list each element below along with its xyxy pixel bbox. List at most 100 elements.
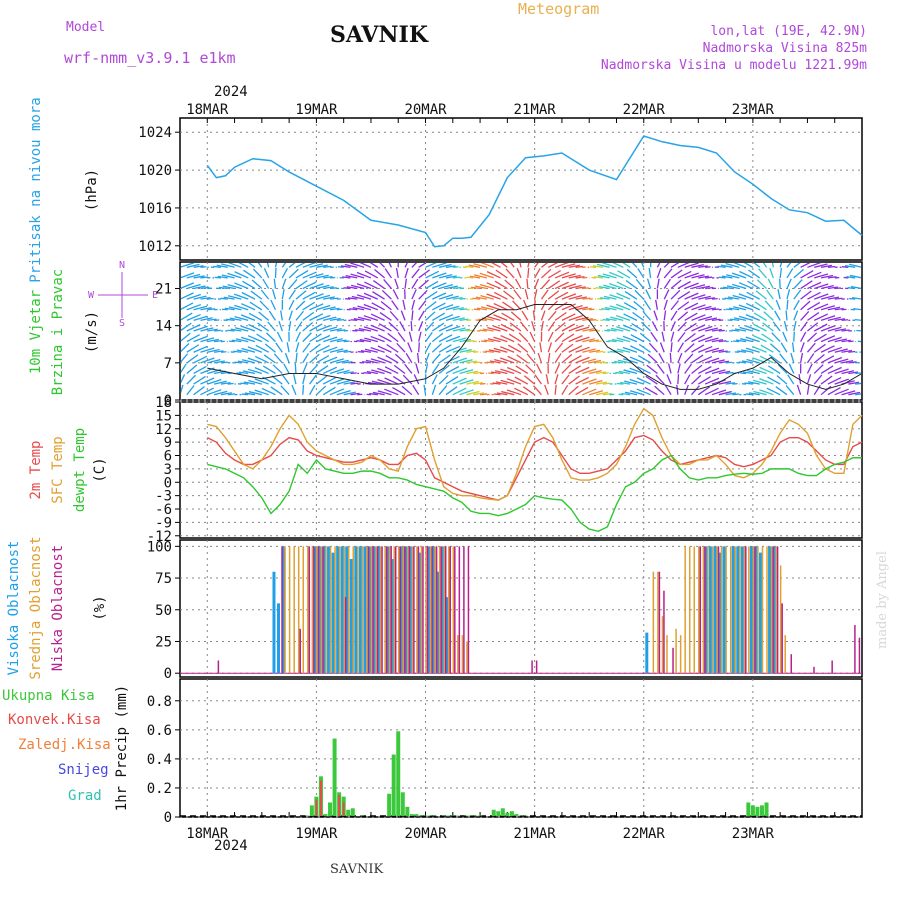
wind-barb-979: [691, 344, 705, 353]
wind-barb-1093: [744, 382, 753, 385]
wind-barb-1245: [827, 286, 838, 290]
wind-barb-903: [641, 321, 652, 332]
wind-barb-1307: [854, 318, 861, 321]
wind-barb-359: [352, 306, 365, 311]
wind-barb-12: [181, 263, 195, 268]
wind-barb-571: [465, 265, 474, 268]
wind-barb-847: [615, 371, 624, 375]
wind-barb-945: [670, 289, 681, 300]
year-top: 2024: [214, 84, 248, 100]
wind-barb-548: [466, 370, 479, 375]
wind-barb-143: [244, 392, 256, 396]
wind-barb-591: [479, 329, 487, 332]
precip-unit: 1hr Precip (mm): [114, 685, 130, 811]
wind-barb-249: [309, 364, 319, 374]
wind-barb-357: [354, 329, 365, 332]
wind-barb-1115: [747, 280, 761, 290]
wind-barb-958: [677, 291, 691, 300]
wind-barb-985: [691, 284, 706, 290]
wind-barb-1242: [827, 316, 841, 322]
wind-barb-149: [240, 325, 256, 332]
precip-bar-0-14: [396, 731, 401, 816]
wind-barb-747: [568, 325, 583, 332]
wind-barb-191: [271, 289, 277, 300]
wind-barb-497: [438, 354, 451, 364]
y-tick-label-2-6: 6: [164, 449, 172, 465]
wind-barb-9: [181, 292, 194, 300]
precip-bar-0-18: [414, 814, 419, 816]
wind-barb-965: [684, 353, 694, 364]
wind-barb-473: [424, 331, 433, 342]
wind-barb-640: [499, 357, 515, 364]
wind-barb-253: [309, 323, 323, 332]
wind-barb-234: [302, 384, 305, 395]
wind-barb-582: [470, 286, 481, 290]
wind-barb-661: [516, 267, 522, 279]
wind-barb-1179: [793, 289, 802, 300]
wind-barb-547: [466, 380, 479, 385]
wind-barb-1217: [814, 303, 829, 311]
wind-barb-998: [698, 285, 711, 290]
wind-barb-2: [181, 363, 187, 374]
wind-barb-615: [488, 349, 501, 353]
wind-barb-1233: [820, 274, 834, 279]
wind-barb-1204: [807, 301, 821, 311]
precip-bar-0-40: [750, 805, 755, 816]
y-tick-label-4-1: 0.2: [147, 781, 172, 797]
wind-barb-502: [438, 304, 454, 311]
wind-barb-709: [547, 310, 557, 321]
y-tick-label-1-2: 14: [155, 319, 172, 335]
wind-barb-939: [669, 352, 672, 363]
wind-barb-1183: [796, 384, 802, 395]
wind-barb-826: [602, 319, 610, 322]
wind-barb-99: [221, 308, 228, 311]
wind-barb-39: [200, 387, 214, 396]
wind-barb-562: [473, 361, 481, 364]
y-tick-label-1-0: 0: [164, 393, 172, 409]
wind-barb-771: [582, 348, 596, 353]
x-tick-label-bottom-1: 19MAR: [295, 826, 338, 842]
wind-barb-927: [659, 342, 665, 353]
wind-barb-402: [379, 263, 386, 268]
wind-barb-616: [487, 338, 501, 343]
wind-barb-766: [575, 265, 584, 268]
wind-barb-1017: [711, 359, 725, 364]
wind-barb-1012: [705, 276, 713, 279]
wind-barb-285: [323, 265, 332, 268]
wind-barb-459: [418, 342, 420, 353]
wind-barb-1: [181, 374, 186, 384]
wind-barb-403: [377, 390, 392, 396]
wind-barb-1104: [743, 263, 754, 268]
wind-barb-113: [223, 296, 235, 300]
wind-barb-1209: [813, 384, 821, 396]
wind-barb-997: [698, 295, 711, 300]
wind-barb-516: [445, 295, 459, 300]
wind-barb-164: [249, 301, 263, 311]
wind-barb-1202: [807, 322, 819, 332]
wind-barb-890: [631, 322, 645, 332]
wind-barb-420: [386, 343, 399, 353]
wind-barb-326: [350, 382, 359, 385]
wind-barb-472: [424, 342, 432, 353]
wind-barb-746: [568, 335, 583, 343]
wind-barb-289: [329, 358, 344, 364]
wind-barb-207: [281, 263, 287, 268]
wind-barb-10: [181, 282, 195, 289]
wind-barb-535: [459, 369, 474, 375]
wind-barb-1212: [813, 353, 825, 364]
precip-bar-0-32: [496, 811, 501, 816]
wind-barb-1275: [848, 381, 860, 385]
wind-barb-252: [309, 333, 322, 343]
wind-barb-225: [295, 342, 300, 353]
wind-barb-882: [626, 268, 638, 279]
wind-barb-664: [514, 376, 529, 385]
wind-barb-1194: [800, 270, 814, 279]
wind-barb-185: [263, 354, 276, 364]
wind-barb-660: [514, 278, 522, 289]
wind-barb-441: [404, 263, 408, 268]
wind-barb-447: [408, 331, 413, 342]
wind-barb-1310: [850, 285, 861, 290]
model-name: wrf-nmm_v3.9.1 e1km: [64, 49, 236, 67]
wind-barb-211: [284, 352, 290, 364]
wind-barb-17: [186, 344, 200, 353]
